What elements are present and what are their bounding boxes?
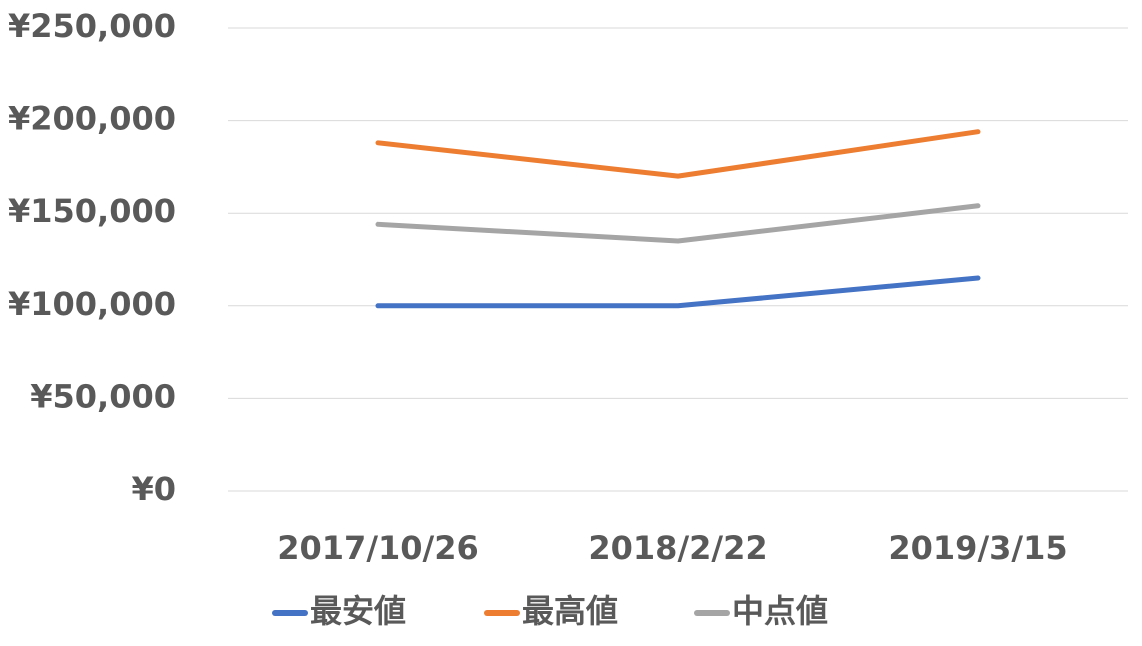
x-tick-label: 2019/3/15	[888, 529, 1067, 567]
y-tick-label: ¥100,000	[8, 285, 176, 323]
y-tick-label: ¥250,000	[8, 7, 176, 45]
x-tick-label: 2017/10/26	[277, 529, 479, 567]
y-tick-label: ¥150,000	[8, 192, 176, 230]
legend-label: 最高値	[522, 592, 618, 630]
legend-label: 最安値	[310, 592, 406, 630]
y-tick-label: ¥0	[131, 470, 176, 508]
y-tick-label: ¥50,000	[30, 377, 176, 415]
series-line	[375, 129, 981, 179]
x-tick-label: 2018/2/22	[588, 529, 767, 567]
y-tick-label: ¥200,000	[8, 100, 176, 138]
series-line	[375, 203, 981, 244]
legend-label: 中点値	[732, 592, 828, 630]
series-line	[375, 275, 981, 309]
